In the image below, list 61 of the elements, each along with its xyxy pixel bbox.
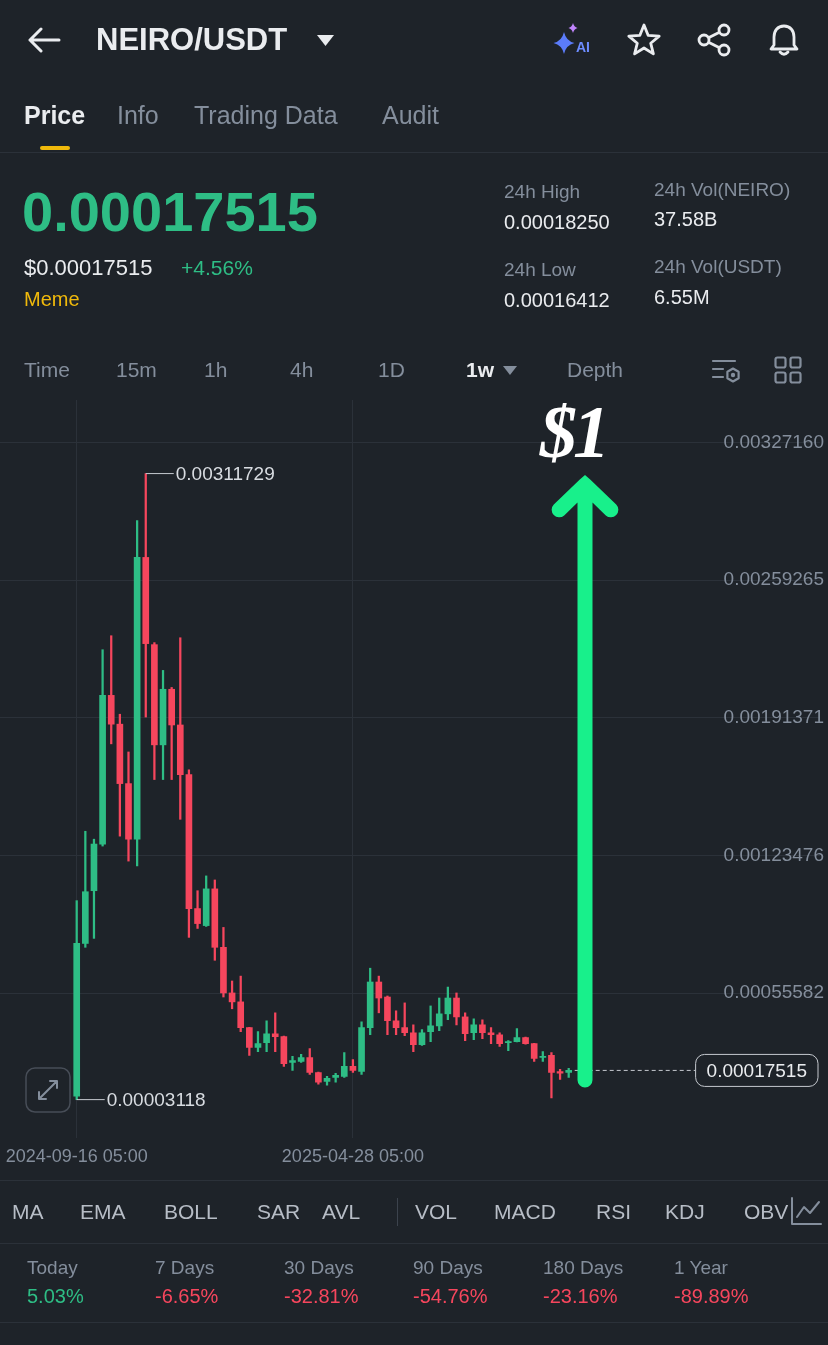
text: Price bbox=[24, 100, 86, 130]
text: MACD bbox=[494, 1199, 556, 1225]
text: -32.81% bbox=[284, 1284, 359, 1308]
text: 1 Year bbox=[674, 1256, 728, 1280]
y-tick-label: 0.00191371 bbox=[723, 705, 824, 727]
text: KDJ bbox=[665, 1199, 705, 1225]
text: 15m bbox=[116, 357, 157, 383]
text: 0.00016412 bbox=[504, 288, 610, 312]
text: 1w bbox=[466, 357, 495, 383]
ref-line-label: 0.00017515 bbox=[706, 1059, 807, 1081]
text: Meme bbox=[24, 287, 80, 311]
annotation: $1 bbox=[540, 389, 606, 475]
text: EMA bbox=[80, 1199, 126, 1225]
text: MA bbox=[12, 1199, 44, 1225]
text: 0.00017515 bbox=[22, 179, 318, 246]
text: Depth bbox=[567, 357, 624, 383]
text: AI bbox=[576, 38, 590, 56]
text: 24h Low bbox=[504, 258, 576, 282]
text: +4.56% bbox=[181, 255, 253, 281]
text: 1D bbox=[378, 357, 405, 383]
text: Today bbox=[27, 1256, 78, 1280]
y-tick-label: 0.00055582 bbox=[723, 981, 824, 1003]
annotation: 0.00003118 bbox=[106, 1088, 206, 1110]
text: -89.89% bbox=[674, 1284, 749, 1308]
text: 5.03% bbox=[27, 1284, 84, 1308]
text: AVL bbox=[322, 1199, 361, 1225]
text: 24h Vol(NEIRO) bbox=[654, 178, 791, 202]
candlestick bbox=[263, 1020, 270, 1052]
text: -54.76% bbox=[413, 1284, 488, 1308]
y-tick-label: 0.00123476 bbox=[723, 843, 824, 865]
text: 7 Days bbox=[155, 1256, 215, 1280]
text: Info bbox=[117, 100, 159, 130]
text: 24h High bbox=[504, 180, 581, 204]
text: BOLL bbox=[164, 1199, 218, 1225]
annotation: 0.00311729 bbox=[175, 462, 275, 484]
text: SAR bbox=[257, 1199, 301, 1225]
text: Audit bbox=[382, 100, 439, 130]
text: Time bbox=[24, 357, 70, 383]
text: RSI bbox=[596, 1199, 632, 1225]
chart-title: NEIRO/USDT bbox=[96, 21, 288, 59]
text: 180 Days bbox=[543, 1256, 624, 1280]
y-tick-label: 0.00327160 bbox=[723, 430, 824, 452]
text: Trading Data bbox=[194, 100, 338, 130]
text: -6.65% bbox=[155, 1284, 219, 1308]
text: 37.58B bbox=[654, 207, 718, 231]
candlestick bbox=[427, 1005, 434, 1042]
candlestick bbox=[289, 1056, 296, 1071]
text: VOL bbox=[415, 1199, 458, 1225]
x-tick-label: 2025-04-28 05:00 bbox=[281, 1146, 424, 1167]
text: 0.00018250 bbox=[504, 210, 610, 234]
text: $0.00017515 bbox=[24, 254, 153, 282]
text: OBV bbox=[744, 1199, 789, 1225]
text: -23.16% bbox=[543, 1284, 618, 1308]
text: 90 Days bbox=[413, 1256, 483, 1280]
text: 30 Days bbox=[284, 1256, 354, 1280]
text: 24h Vol(USDT) bbox=[654, 255, 782, 279]
text: 6.55M bbox=[654, 285, 710, 309]
x-tick-label: 2024-09-16 05:00 bbox=[5, 1146, 148, 1167]
text: 1h bbox=[204, 357, 228, 383]
y-tick-label: 0.00259265 bbox=[723, 568, 824, 590]
text: 4h bbox=[290, 357, 314, 383]
